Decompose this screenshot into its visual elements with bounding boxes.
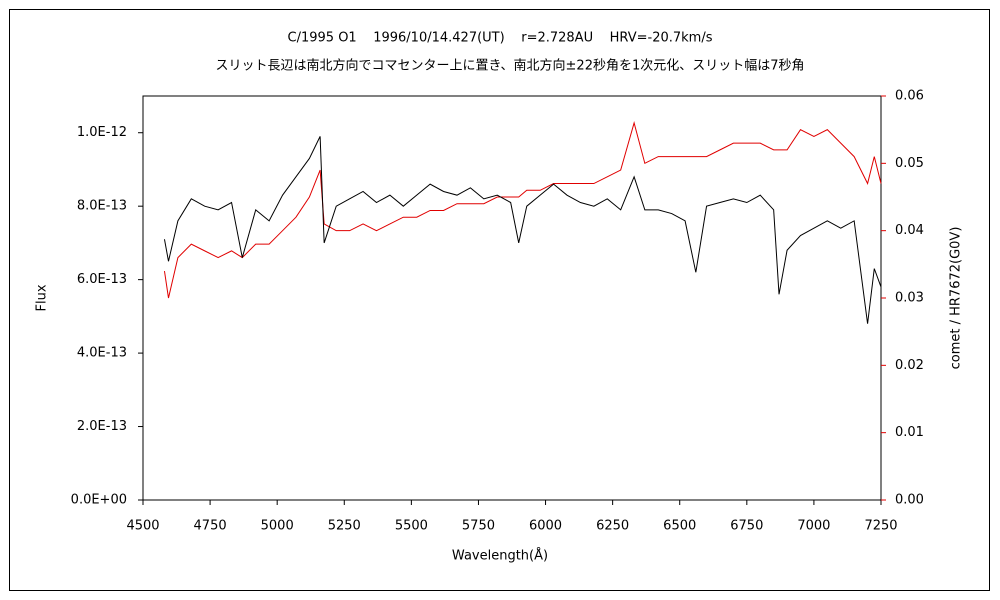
y-tick-label: 8.0E-13 (77, 199, 127, 214)
x-tick-label: 6250 (596, 519, 629, 534)
y-axis-label: Flux (35, 284, 50, 311)
series-line (163, 136, 882, 324)
x-tick-label: 5250 (328, 519, 361, 534)
x-tick-label: 4750 (194, 519, 227, 534)
y-tick-label: 2.0E-13 (77, 419, 127, 434)
x-axis-label: Wavelength(Å) (452, 548, 548, 564)
series-line (163, 121, 882, 299)
y-tick-label: 1.0E-12 (77, 125, 127, 140)
y-tick-label: 4.0E-13 (77, 346, 127, 361)
x-tick-label: 5000 (261, 519, 294, 534)
y2-tick-label: 0.03 (895, 291, 924, 306)
x-tick-label: 7000 (797, 519, 830, 534)
y2-tick-label: 0.01 (895, 425, 924, 440)
y2-tick-label: 0.05 (895, 156, 924, 171)
x-tick-label: 6500 (663, 519, 696, 534)
y2-tick-label: 0.04 (895, 223, 924, 238)
x-tick-label: 5500 (395, 519, 428, 534)
x-tick-label: 6750 (730, 519, 763, 534)
y2-tick-label: 0.00 (895, 493, 924, 508)
x-tick-label: 7250 (864, 519, 897, 534)
y-tick-label: 6.0E-13 (77, 272, 127, 287)
chart-title: C/1995 O1 1996/10/14.427(UT) r=2.728AU H… (288, 31, 713, 46)
y2-axis-label: comet / HR7672(G0V) (949, 227, 964, 370)
x-tick-label: 5750 (462, 519, 495, 534)
x-tick-label: 6000 (529, 519, 562, 534)
y2-tick-label: 0.02 (895, 358, 924, 373)
x-tick-label: 4500 (126, 519, 159, 534)
frame (9, 9, 990, 591)
y-tick-label: 0.0E+00 (71, 493, 127, 508)
y2-tick-label: 0.06 (895, 89, 924, 104)
chart-subtitle: スリット長辺は南北方向でコマセンター上に置き、南北方向±22秒角を1次元化、スリ… (215, 58, 804, 74)
